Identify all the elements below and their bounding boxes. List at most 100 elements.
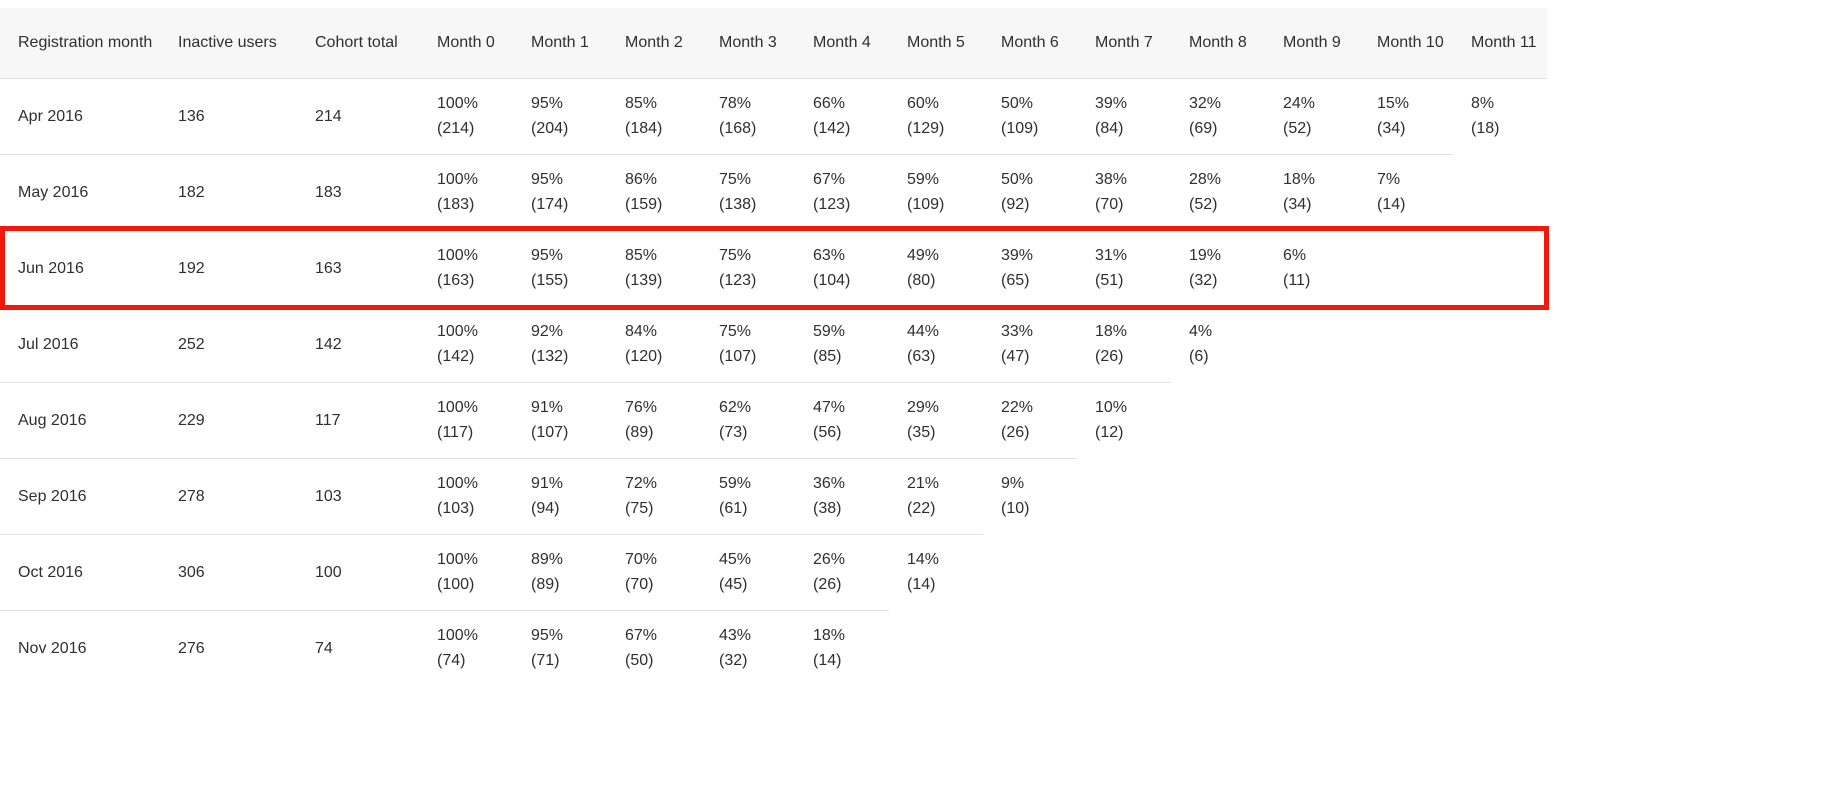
column-header-7: Month 4 — [795, 8, 889, 78]
inactive-users-cell: 278 — [160, 457, 297, 534]
retention-cell: 100% (183) — [419, 153, 513, 230]
empty-cell — [1453, 306, 1547, 382]
retention-cell: 45% (45) — [701, 533, 795, 610]
retention-percent: 28% — [1189, 171, 1222, 188]
retention-percent: 18% — [813, 627, 846, 645]
retention-count: (89) — [531, 576, 560, 593]
retention-percent: 95% — [531, 95, 564, 112]
retention-percent: 39% — [1095, 95, 1128, 112]
retention-count: (75) — [625, 500, 654, 517]
retention-percent: 63% — [813, 247, 846, 264]
retention-percent: 100% — [437, 323, 478, 340]
column-header-14: Month 11 — [1453, 8, 1547, 78]
inactive-users-cell: 182 — [160, 153, 297, 230]
retention-count: (22) — [907, 500, 936, 517]
column-header-0: Registration month — [0, 8, 160, 78]
retention-cell: 18% (34) — [1265, 153, 1359, 230]
retention-percent: 32% — [1189, 95, 1222, 112]
cohort-total-cell: 214 — [297, 77, 419, 154]
table-row: Sep 2016 278 103 100% (103) 91% (94) 72% (75) 59%… — [0, 457, 1547, 534]
retention-cell: 39% (65) — [983, 229, 1077, 306]
retention-cell: 15% (34) — [1359, 77, 1453, 154]
retention-cell: 50% (109) — [983, 77, 1077, 154]
retention-cell: 75% (107) — [701, 305, 795, 382]
retention-percent: 91% — [531, 399, 564, 416]
retention-percent: 75% — [719, 171, 752, 188]
empty-cell — [1265, 534, 1359, 610]
retention-percent: 85% — [625, 95, 658, 112]
inactive-users-cell: 136 — [160, 77, 297, 154]
retention-count: (70) — [1095, 196, 1124, 213]
retention-percent: 100% — [437, 247, 478, 264]
retention-cell: 95% (71) — [513, 609, 607, 686]
retention-count: (109) — [907, 196, 945, 213]
column-header-1: Inactive users — [160, 8, 297, 78]
retention-count: (12) — [1095, 424, 1124, 442]
empty-cell — [1453, 154, 1547, 230]
retention-cell: 63% (104) — [795, 229, 889, 306]
registration-month-cell: Oct 2016 — [0, 533, 160, 610]
registration-month-cell: Nov 2016 — [0, 609, 160, 686]
retention-percent: 45% — [719, 551, 752, 568]
retention-cell: 26% (26) — [795, 533, 889, 610]
retention-percent: 100% — [437, 95, 478, 112]
retention-count: (183) — [437, 196, 475, 213]
column-header-2: Cohort total — [297, 8, 419, 78]
retention-count: (56) — [813, 424, 842, 441]
retention-count: (11) — [1283, 272, 1311, 290]
retention-cell: 50% (92) — [983, 153, 1077, 230]
retention-cell: 39% (84) — [1077, 77, 1171, 154]
retention-count: (184) — [625, 120, 663, 137]
empty-cell — [1265, 610, 1359, 686]
retention-count: (123) — [813, 196, 851, 213]
retention-count: (14) — [907, 576, 936, 594]
retention-percent: 19% — [1189, 247, 1222, 264]
retention-percent: 95% — [531, 627, 564, 645]
retention-percent: 33% — [1001, 323, 1034, 340]
retention-percent: 75% — [719, 323, 752, 340]
inactive-users-cell: 192 — [160, 229, 297, 306]
empty-cell — [1077, 458, 1171, 534]
table-row: Aug 2016 229 117 100% (117) 91% (107) 76% (89) 62… — [0, 381, 1547, 458]
retention-cell: 9% (10) — [983, 457, 1077, 534]
retention-count: (52) — [1283, 120, 1312, 137]
retention-cell: 6% (11) — [1265, 229, 1359, 306]
column-header-3: Month 0 — [419, 8, 513, 78]
retention-percent: 22% — [1001, 399, 1034, 416]
retention-cell: 36% (38) — [795, 457, 889, 534]
retention-cell: 95% (174) — [513, 153, 607, 230]
empty-cell — [1171, 610, 1265, 686]
retention-cell: 91% (94) — [513, 457, 607, 534]
retention-percent: 84% — [625, 323, 658, 340]
retention-count: (120) — [625, 348, 663, 365]
header-row: Registration month Inactive users Cohort t… — [0, 8, 1547, 78]
retention-count: (117) — [437, 424, 474, 441]
retention-percent: 39% — [1001, 247, 1034, 264]
retention-count: (32) — [1189, 272, 1218, 289]
empty-cell — [983, 534, 1077, 610]
cohort-total-cell: 142 — [297, 305, 419, 382]
empty-cell — [1453, 382, 1547, 458]
table-row: Nov 2016 276 74 100% (74) 95% (71) 67% (50) 43% (3… — [0, 609, 1547, 686]
retention-percent: 15% — [1377, 95, 1410, 112]
retention-percent: 60% — [907, 95, 940, 112]
retention-percent: 100% — [437, 627, 478, 645]
retention-percent: 50% — [1001, 171, 1034, 188]
retention-count: (139) — [625, 272, 663, 289]
inactive-users-cell: 252 — [160, 305, 297, 382]
retention-cell: 62% (73) — [701, 381, 795, 458]
retention-cell: 95% (204) — [513, 77, 607, 154]
retention-cell: 67% (123) — [795, 153, 889, 230]
empty-cell — [1453, 610, 1547, 686]
retention-count: (104) — [813, 272, 851, 289]
retention-count: (26) — [1001, 424, 1030, 441]
retention-count: (107) — [531, 424, 569, 441]
retention-cell: 28% (52) — [1171, 153, 1265, 230]
table-row: May 2016 182 183 100% (183) 95% (174) 86% (159) 7… — [0, 153, 1547, 230]
table-row: Oct 2016 306 100 100% (100) 89% (89) 70% (70) 45%… — [0, 533, 1547, 610]
column-header-13: Month 10 — [1359, 8, 1453, 78]
empty-cell — [1359, 610, 1453, 686]
retention-percent: 67% — [625, 627, 658, 645]
retention-cell: 85% (139) — [607, 229, 701, 306]
retention-percent: 9% — [1001, 475, 1025, 493]
